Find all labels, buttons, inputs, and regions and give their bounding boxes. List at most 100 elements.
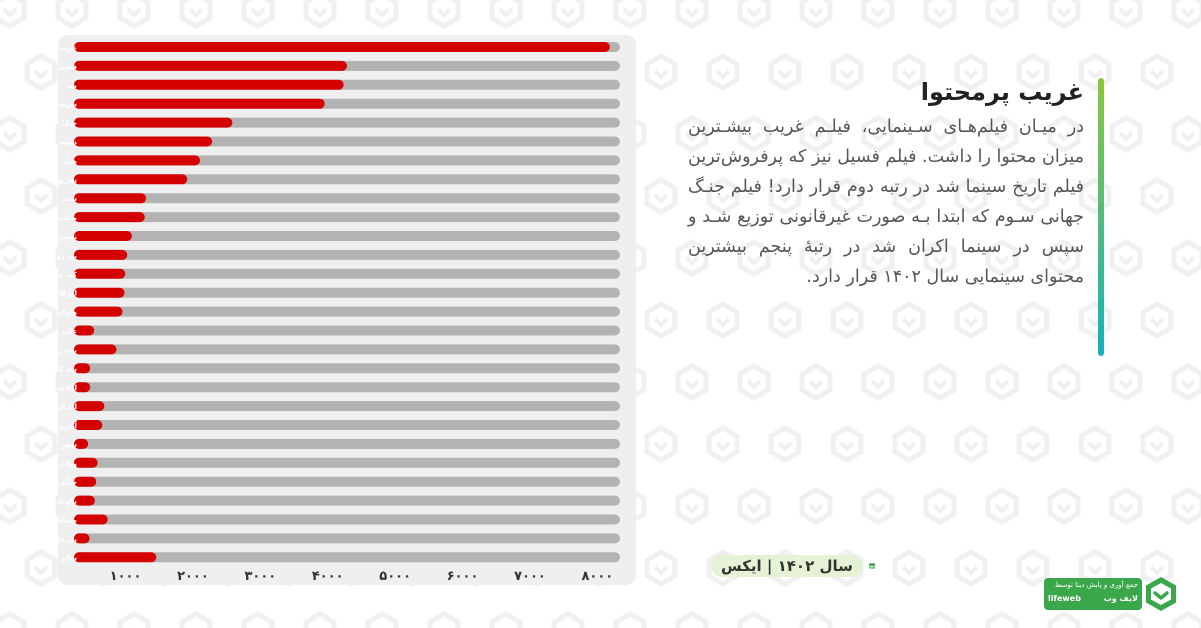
bar-track <box>74 287 620 298</box>
bg-chevron <box>901 441 917 452</box>
bar-track <box>74 212 620 223</box>
bar-track <box>74 552 620 563</box>
bg-chevron <box>715 69 731 80</box>
bg-hexagon <box>117 611 151 628</box>
bar-track <box>74 438 620 449</box>
bg-chevron <box>901 193 917 204</box>
bg-hexagon <box>892 53 926 91</box>
bg-hexagon <box>489 611 523 628</box>
bg-chevron <box>932 131 948 142</box>
bg-hexagon <box>1078 425 1112 463</box>
lifeweb-logo-icon <box>1146 577 1176 611</box>
info-card: غریب پرمحتوا در میـان فیلم‌هـای سـینمایی… <box>684 78 1104 356</box>
bg-hexagon <box>0 363 27 401</box>
bg-hexagon <box>768 425 802 463</box>
bg-chevron <box>901 565 917 576</box>
category-label: تفریق <box>58 176 77 184</box>
bg-hexagon <box>1171 487 1201 525</box>
bg-hexagon <box>179 0 213 29</box>
bg-hexagon <box>644 549 678 587</box>
bg-hexagon <box>737 115 771 153</box>
category-label: اورکا <box>60 290 77 298</box>
bg-hexagon <box>24 301 58 339</box>
x-tick-label: ۵۰۰۰ <box>379 569 411 584</box>
bg-chevron <box>1025 565 1041 576</box>
bg-hexagon <box>1171 0 1201 29</box>
bg-chevron <box>1025 317 1041 328</box>
bg-hexagon <box>675 239 709 277</box>
bg-chevron <box>1087 69 1103 80</box>
bg-chevron <box>684 7 700 18</box>
bg-hexagon <box>799 611 833 628</box>
bg-hexagon <box>1140 53 1174 91</box>
bg-chevron <box>932 255 948 266</box>
bg-chevron <box>839 193 855 204</box>
bg-hexagon <box>923 115 957 153</box>
bg-chevron <box>963 441 979 452</box>
bg-chevron <box>839 441 855 452</box>
bar-track <box>74 174 620 185</box>
bg-chevron <box>777 441 793 452</box>
bg-hexagon <box>706 53 740 91</box>
bg-chevron <box>560 7 576 18</box>
bg-chevron <box>1118 255 1134 266</box>
category-label: سایر <box>60 554 78 562</box>
bg-chevron <box>994 255 1010 266</box>
bg-hexagon <box>1171 611 1201 628</box>
bg-chevron <box>1025 441 1041 452</box>
bar <box>74 249 128 260</box>
bg-chevron <box>33 565 49 576</box>
bg-chevron <box>994 379 1010 390</box>
bg-hexagon <box>861 115 895 153</box>
bg-hexagon <box>1047 363 1081 401</box>
bar <box>74 60 347 71</box>
bg-hexagon <box>613 611 647 628</box>
bar-track <box>74 344 620 355</box>
bg-chevron <box>33 69 49 80</box>
bg-chevron <box>684 131 700 142</box>
bg-chevron <box>1149 69 1165 80</box>
logo-tagline: جمع آوری و پایش دیتا توسط <box>1054 581 1138 589</box>
bg-hexagon <box>117 0 151 29</box>
bar-track <box>74 363 620 374</box>
bg-hexagon <box>551 0 585 29</box>
bg-hexagon <box>985 239 1019 277</box>
bg-chevron <box>808 7 824 18</box>
bg-hexagon <box>1109 363 1143 401</box>
bg-hexagon <box>1109 487 1143 525</box>
bg-chevron <box>436 7 452 18</box>
bg-hexagon <box>768 301 802 339</box>
bg-hexagon <box>706 177 740 215</box>
year-badge: سال ۱۴۰۲ | ایکس <box>711 553 875 579</box>
bg-hexagon <box>489 0 523 29</box>
bg-hexagon <box>1140 301 1174 339</box>
bg-chevron <box>653 317 669 328</box>
bg-hexagon <box>737 0 771 29</box>
bar <box>74 42 610 52</box>
bg-hexagon <box>830 177 864 215</box>
bar <box>74 514 108 525</box>
bar <box>74 268 126 279</box>
bg-hexagon <box>892 301 926 339</box>
bg-hexagon <box>861 487 895 525</box>
bg-chevron <box>653 69 669 80</box>
bar-track <box>74 401 620 412</box>
bg-hexagon <box>1109 611 1143 628</box>
bg-chevron <box>684 503 700 514</box>
bg-hexagon <box>0 115 27 153</box>
bar <box>74 287 125 298</box>
bg-hexagon <box>1078 177 1112 215</box>
lifeweb-logo[interactable]: جمع آوری و پایش دیتا توسط lifeweb لایف و… <box>1044 576 1178 612</box>
bg-chevron <box>33 317 49 328</box>
bar-track <box>74 514 620 525</box>
bar <box>74 136 213 147</box>
bg-chevron <box>746 131 762 142</box>
bar-track <box>74 249 620 260</box>
bg-chevron <box>1056 379 1072 390</box>
bar <box>74 212 145 223</box>
bg-hexagon <box>923 487 957 525</box>
bg-chevron <box>653 441 669 452</box>
bar-track <box>74 495 620 506</box>
bar <box>74 401 105 412</box>
bg-hexagon <box>737 363 771 401</box>
